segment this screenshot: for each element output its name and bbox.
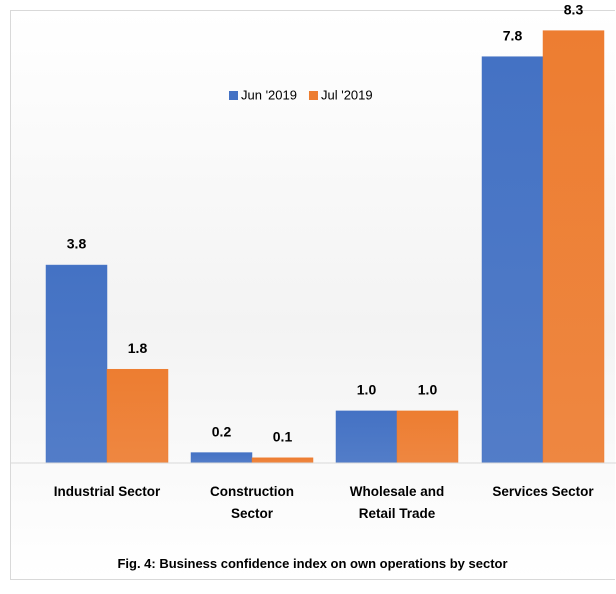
data-label: 0.1 [273, 428, 293, 444]
x-tick-label: Construction Sector [210, 484, 294, 521]
data-label: 0.2 [212, 423, 232, 439]
x-tick-label: Services Sector [492, 484, 594, 499]
x-tick-label: Industrial Sector [53, 484, 161, 499]
bar [251, 457, 314, 464]
data-label: 1.0 [357, 382, 377, 398]
legend-label: Jul '2019 [321, 87, 373, 102]
data-label: 1.8 [128, 340, 148, 356]
bar [190, 452, 253, 464]
bar [45, 264, 108, 464]
legend-label: Jun '2019 [241, 87, 297, 102]
bar [335, 410, 398, 464]
chart-title: Fig. 4: Business confidence index on own… [117, 556, 508, 571]
legend-swatch [308, 91, 318, 100]
data-label: 3.8 [67, 236, 87, 252]
x-tick-label: Wholesale and Retail Trade [349, 484, 445, 521]
bar [106, 368, 169, 464]
bar [396, 410, 459, 464]
data-label: 7.8 [503, 27, 523, 43]
bar [481, 56, 544, 464]
bar [542, 30, 605, 464]
data-label: 1.0 [418, 382, 438, 398]
data-label: 8.3 [564, 1, 584, 17]
legend-swatch [229, 91, 238, 100]
